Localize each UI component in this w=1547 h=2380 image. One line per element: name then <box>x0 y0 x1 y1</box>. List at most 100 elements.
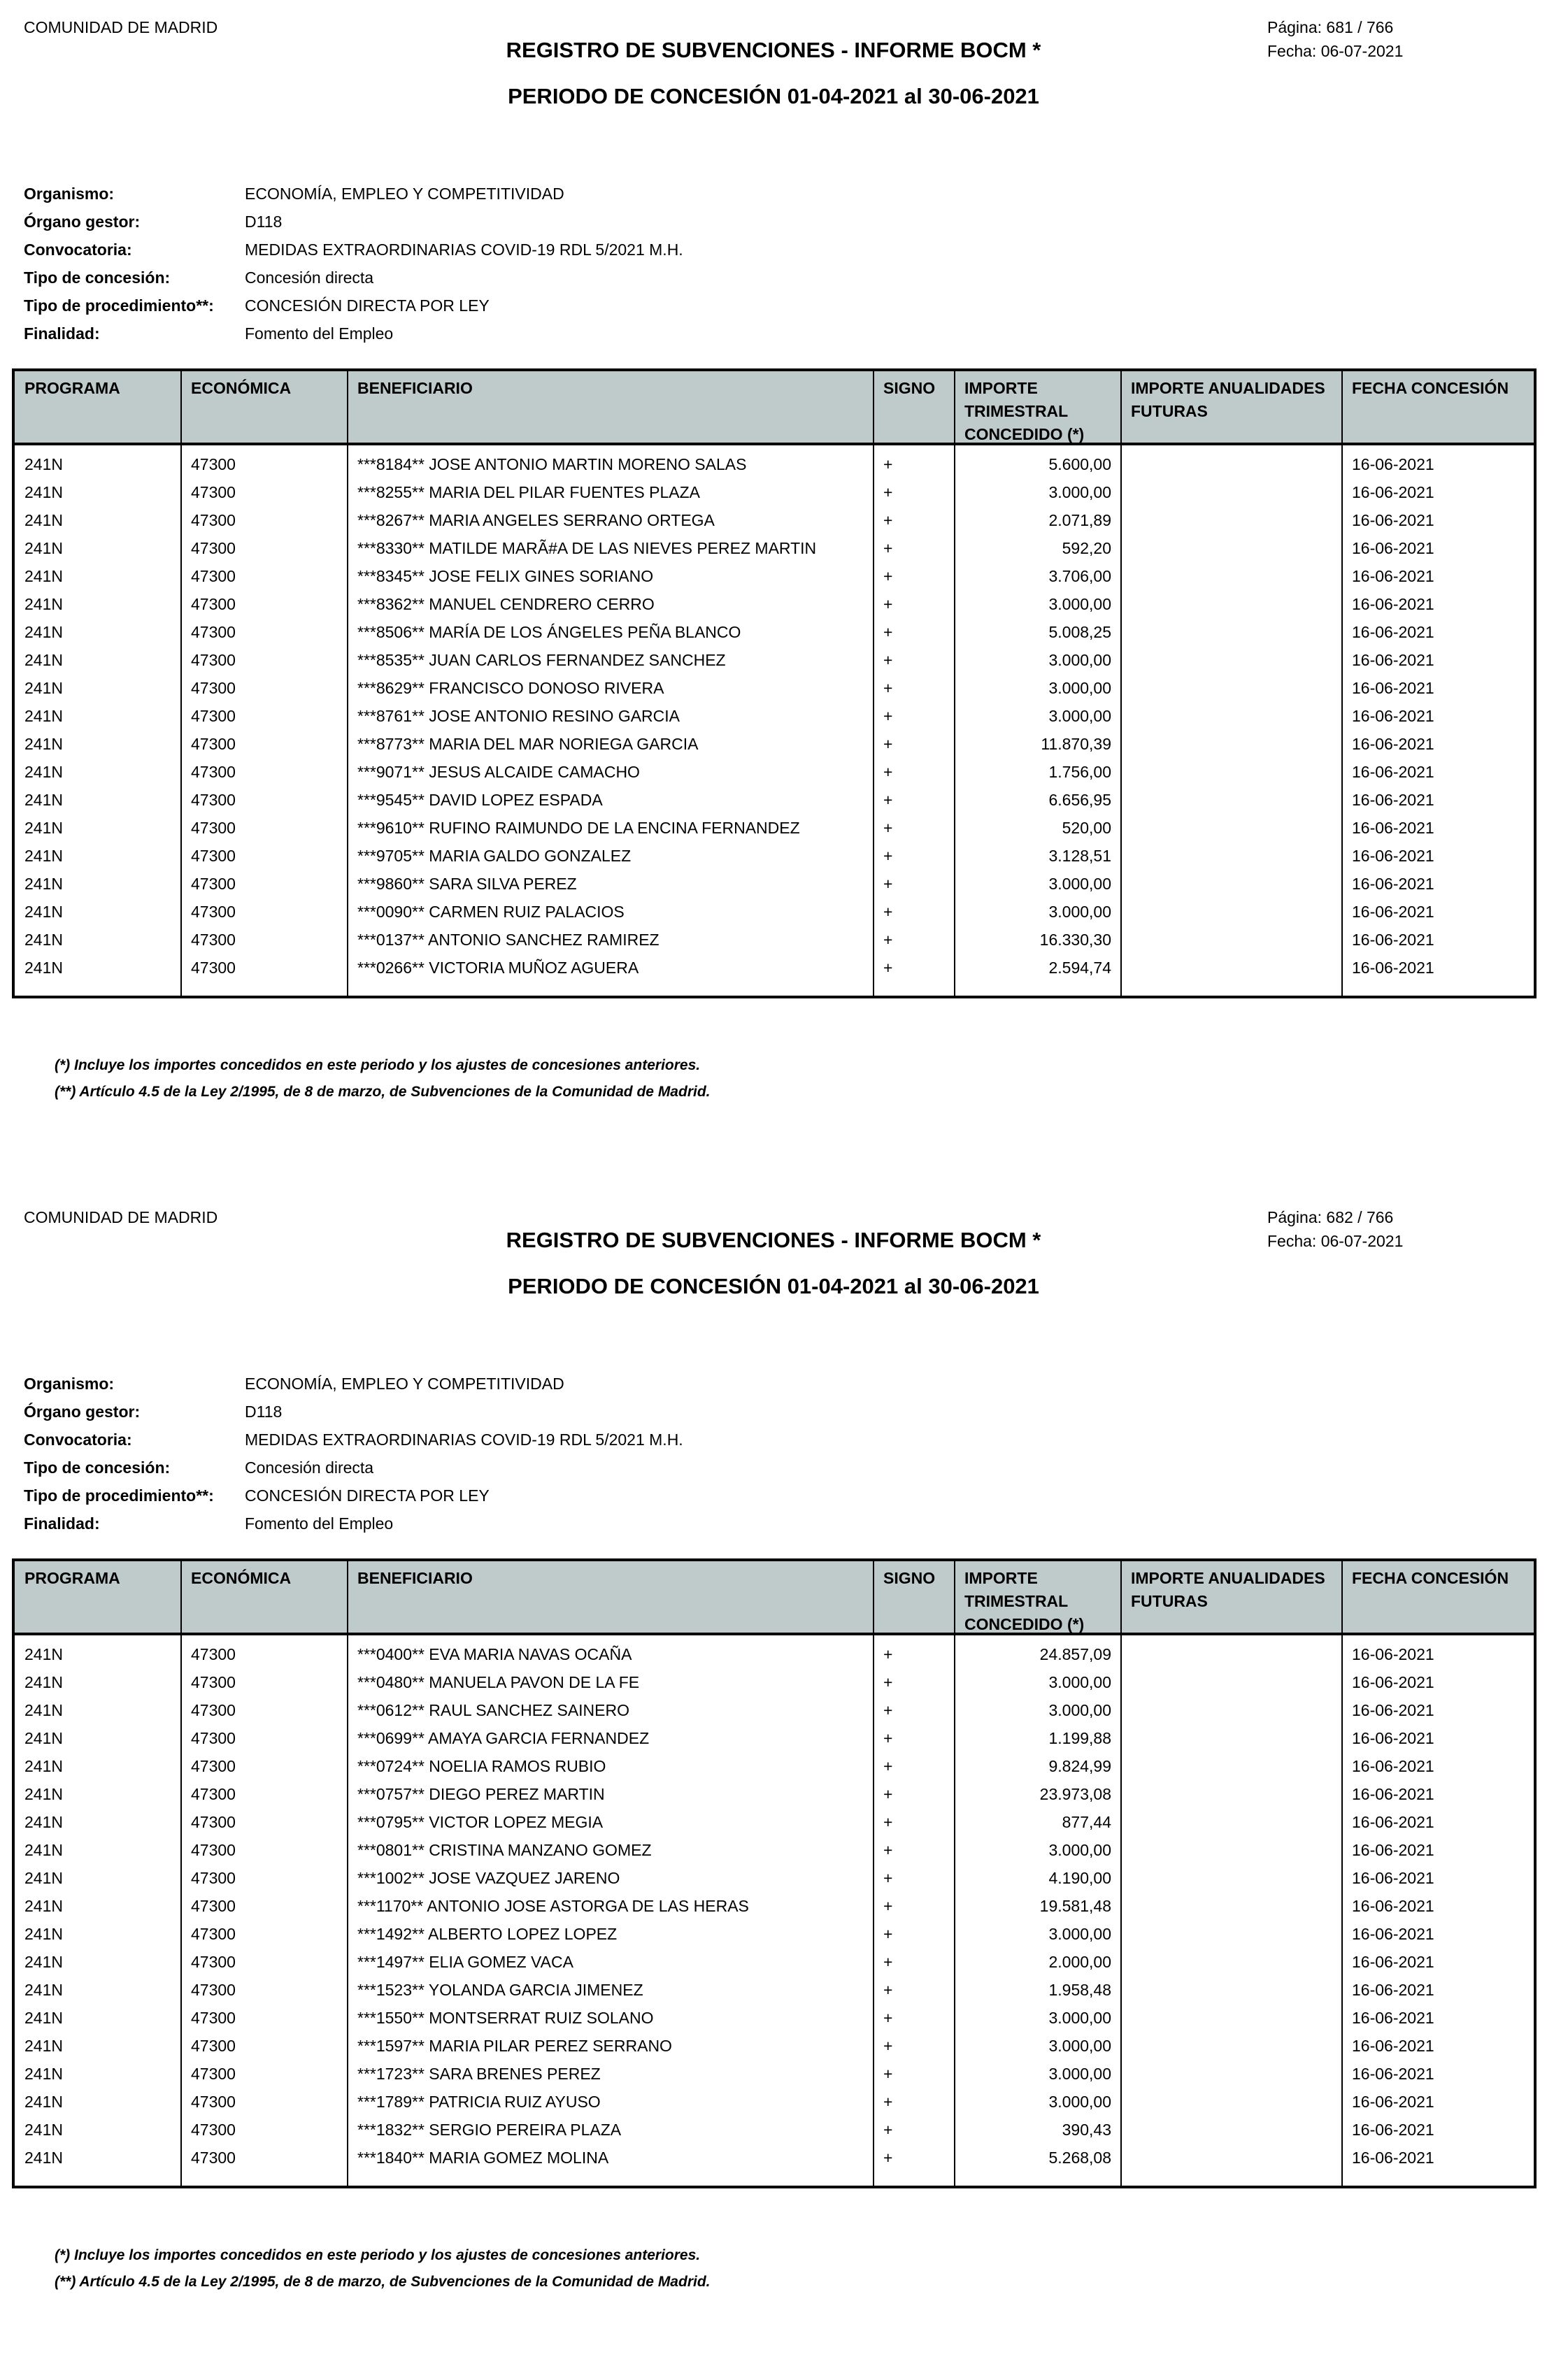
table-row: 241N 47300 ***1597** MARIA PILAR PEREZ SER… <box>15 2033 1534 2060</box>
cell-signo: + <box>883 1701 893 1719</box>
cell-fecha-concesion: 16-06-2021 <box>1352 2121 1434 2139</box>
cell-fecha-concesion: 16-06-2021 <box>1352 2037 1434 2055</box>
cell-signo: + <box>883 1729 893 1747</box>
column-header-economica: ECONÓMICA <box>191 1569 292 1587</box>
cell-programa: 241N <box>24 1897 63 1915</box>
cell-fecha-concesion: 16-06-2021 <box>1352 959 1434 977</box>
cell-economica: 47300 <box>191 567 236 585</box>
cell-programa: 241N <box>24 1729 63 1747</box>
cell-signo: + <box>883 511 893 529</box>
column-divider <box>347 371 348 996</box>
meta-value: Fomento del Empleo <box>245 1514 394 1533</box>
meta-value: ECONOMÍA, EMPLEO Y COMPETITIVIDAD <box>245 1375 564 1393</box>
cell-beneficiario: ***8362** MANUEL CENDRERO CERRO <box>357 595 655 613</box>
cell-fecha-concesion: 16-06-2021 <box>1352 2009 1434 2027</box>
column-header-importe-futuras: IMPORTE ANUALIDADES FUTURAS <box>1131 1569 1325 1610</box>
meta-label: Convocatoria: <box>24 1431 132 1449</box>
footnote: (*) Incluye los importes concedidos en e… <box>55 2247 701 2263</box>
table-row: 241N 47300 ***0795** VICTOR LOPEZ MEGIA +87… <box>15 1809 1534 1837</box>
cell-programa: 241N <box>24 1841 63 1859</box>
cell-beneficiario: ***8255** MARIA DEL PILAR FUENTES PLAZA <box>357 483 701 501</box>
column-divider <box>954 1561 955 2186</box>
cell-programa: 241N <box>24 2121 63 2139</box>
cell-economica: 47300 <box>191 2121 236 2139</box>
cell-economica: 47300 <box>191 1701 236 1719</box>
cell-programa: 241N <box>24 623 63 641</box>
cell-importe-trimestral: 3.128,51 <box>1048 847 1111 865</box>
cell-signo: + <box>883 931 893 949</box>
column-header-importe-trimestral: IMPORTE TRIMESTRAL CONCEDIDO (*) <box>964 1569 1085 1633</box>
cell-programa: 241N <box>24 2009 63 2027</box>
table-row: 241N 47300 ***1723** SARA BRENES PEREZ +3.0… <box>15 2060 1534 2088</box>
meta-label: Tipo de procedimiento**: <box>24 1486 214 1505</box>
column-divider <box>873 1561 874 2186</box>
cell-importe-trimestral: 3.000,00 <box>1048 2093 1111 2111</box>
table-row: 241N 47300 ***0400** EVA MARIA NAVAS OCAÑA… <box>15 1641 1534 1669</box>
meta-value: MEDIDAS EXTRAORDINARIAS COVID-19 RDL 5/2… <box>245 1431 683 1449</box>
cell-programa: 241N <box>24 2093 63 2111</box>
cell-importe-trimestral: 11.870,39 <box>1041 735 1111 753</box>
cell-fecha-concesion: 16-06-2021 <box>1352 1981 1434 1999</box>
cell-signo: + <box>883 2121 893 2139</box>
cell-beneficiario: ***0090** CARMEN RUIZ PALACIOS <box>357 903 625 921</box>
cell-programa: 241N <box>24 1981 63 1999</box>
grants-table: PROGRAMA ECONÓMICA BENEFICIARIO SIGNO IMPORT… <box>12 1558 1537 2188</box>
cell-fecha-concesion: 16-06-2021 <box>1352 1757 1434 1775</box>
report-date: Fecha: 06-07-2021 <box>1267 42 1404 60</box>
table-row: 241N 47300 ***1840** MARIA GOMEZ MOLINA +5.… <box>15 2144 1534 2172</box>
table-row: 241N 47300 ***0137** ANTONIO SANCHEZ RAMIR… <box>15 926 1534 954</box>
cell-programa: 241N <box>24 1869 63 1887</box>
cell-economica: 47300 <box>191 1841 236 1859</box>
meta-label: Finalidad: <box>24 1514 100 1533</box>
table-row: 241N 47300 ***9545** DAVID LOPEZ ESPADA +6.… <box>15 787 1534 815</box>
cell-importe-trimestral: 24.857,09 <box>1039 1645 1111 1663</box>
cell-fecha-concesion: 16-06-2021 <box>1352 2093 1434 2111</box>
cell-importe-trimestral: 3.000,00 <box>1048 1673 1111 1691</box>
cell-fecha-concesion: 16-06-2021 <box>1352 455 1434 473</box>
meta-label: Finalidad: <box>24 324 100 343</box>
cell-programa: 241N <box>24 1953 63 1971</box>
cell-signo: + <box>883 847 893 865</box>
cell-importe-trimestral: 1.199,88 <box>1048 1729 1111 1747</box>
cell-economica: 47300 <box>191 959 236 977</box>
column-divider <box>180 371 182 996</box>
report-page: COMUNIDAD DE MADRID REGISTRO DE SUBVENCIO… <box>0 1190 1547 2380</box>
cell-economica: 47300 <box>191 1757 236 1775</box>
cell-programa: 241N <box>24 679 63 697</box>
cell-fecha-concesion: 16-06-2021 <box>1352 679 1434 697</box>
cell-signo: + <box>883 2093 893 2111</box>
table-row: 241N 47300 ***9705** MARIA GALDO GONZALEZ +… <box>15 843 1534 870</box>
footnote: (**) Artículo 4.5 de la Ley 2/1995, de 8… <box>55 2274 711 2290</box>
cell-beneficiario: ***8330** MATILDE MARÃ#A DE LAS NIEVES P… <box>357 539 817 557</box>
meta-label: Órgano gestor: <box>24 213 141 231</box>
cell-economica: 47300 <box>191 1925 236 1943</box>
table-row: 241N 47300 ***8362** MANUEL CENDRERO CERRO… <box>15 591 1534 619</box>
cell-beneficiario: ***8506** MARÍA DE LOS ÁNGELES PEÑA BLAN… <box>357 623 741 641</box>
column-header-fecha-concesion: FECHA CONCESIÓN <box>1352 379 1509 397</box>
cell-importe-trimestral: 5.600,00 <box>1048 455 1111 473</box>
cell-importe-trimestral: 390,43 <box>1062 2121 1111 2139</box>
cell-importe-trimestral: 19.581,48 <box>1039 1897 1111 1915</box>
cell-fecha-concesion: 16-06-2021 <box>1352 567 1434 585</box>
report-period: PERIODO DE CONCESIÓN 01-04-2021 al 30-06… <box>508 1274 1039 1298</box>
cell-fecha-concesion: 16-06-2021 <box>1352 1869 1434 1887</box>
grants-table: PROGRAMA ECONÓMICA BENEFICIARIO SIGNO IMPORT… <box>12 368 1537 998</box>
cell-signo: + <box>883 819 893 837</box>
organization-name: COMUNIDAD DE MADRID <box>24 1208 218 1226</box>
cell-programa: 241N <box>24 1645 63 1663</box>
cell-importe-trimestral: 4.190,00 <box>1048 1869 1111 1887</box>
cell-signo: + <box>883 595 893 613</box>
column-header-fecha-concesion: FECHA CONCESIÓN <box>1352 1569 1509 1587</box>
cell-beneficiario: ***8535** JUAN CARLOS FERNANDEZ SANCHEZ <box>357 651 726 669</box>
table-row: 241N 47300 ***0612** RAUL SANCHEZ SAINERO +… <box>15 1697 1534 1725</box>
cell-fecha-concesion: 16-06-2021 <box>1352 1897 1434 1915</box>
column-divider <box>873 371 874 996</box>
meta-label: Órgano gestor: <box>24 1403 141 1421</box>
cell-economica: 47300 <box>191 2149 236 2167</box>
table-row: 241N 47300 ***8506** MARÍA DE LOS ÁNGELES … <box>15 619 1534 647</box>
meta-value: ECONOMÍA, EMPLEO Y COMPETITIVIDAD <box>245 185 564 203</box>
cell-signo: + <box>883 651 893 669</box>
meta-value: D118 <box>245 213 283 231</box>
cell-economica: 47300 <box>191 539 236 557</box>
cell-beneficiario: ***9071** JESUS ALCAIDE CAMACHO <box>357 763 640 781</box>
